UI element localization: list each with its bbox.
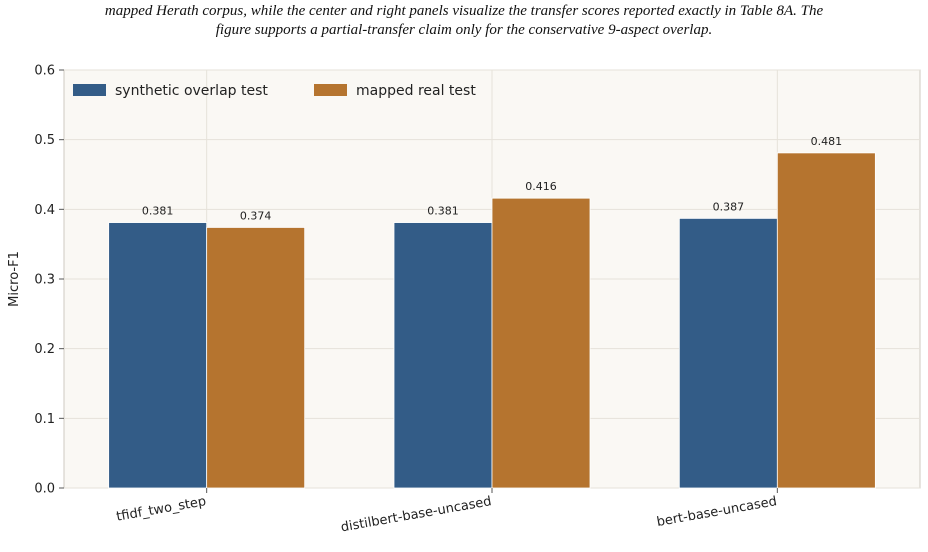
data-label: 0.381: [427, 205, 459, 218]
caption-line-2: figure supports a partial-transfer claim…: [215, 22, 713, 38]
y-axis-label: Micro-F1: [7, 251, 22, 307]
y-tick-label: 0.0: [34, 482, 55, 497]
legend-label: synthetic overlap test: [115, 83, 268, 99]
y-tick-label: 0.1: [34, 412, 55, 427]
bar: [108, 222, 208, 489]
legend-swatch: [314, 84, 347, 96]
bar: [678, 217, 778, 489]
data-labels-group: 0.381 0.381 0.387 0.374 0.416 0.481: [142, 135, 842, 223]
legend-swatch: [73, 84, 106, 96]
x-tick-label: tfidf_two_step: [115, 494, 207, 525]
y-tick-label: 0.2: [34, 342, 55, 357]
y-axis: 0.0 0.1 0.2 0.3 0.4 0.5 0.6: [34, 64, 64, 497]
data-label: 0.381: [142, 205, 174, 218]
x-tick-label: bert-base-uncased: [656, 494, 778, 530]
x-axis: tfidf_two_step distilbert-base-uncased ber…: [115, 488, 778, 535]
bar: [776, 152, 876, 489]
data-label: 0.416: [525, 180, 557, 193]
bar: [393, 222, 493, 489]
legend-label: mapped real test: [356, 83, 476, 99]
bar: [206, 227, 306, 489]
legend: synthetic overlap test mapped real test: [73, 83, 476, 99]
x-tick-label: distilbert-base-uncased: [340, 494, 493, 535]
data-label: 0.481: [811, 135, 843, 148]
data-label: 0.374: [240, 209, 272, 222]
y-tick-label: 0.5: [34, 133, 55, 148]
data-label: 0.387: [713, 200, 745, 213]
y-tick-label: 0.3: [34, 273, 55, 288]
y-tick-label: 0.6: [34, 64, 55, 79]
y-tick-label: 0.4: [34, 203, 55, 218]
caption-line-1: mapped Herath corpus, while the center a…: [104, 3, 824, 19]
bars-group: [108, 152, 876, 489]
bar: [491, 197, 591, 489]
